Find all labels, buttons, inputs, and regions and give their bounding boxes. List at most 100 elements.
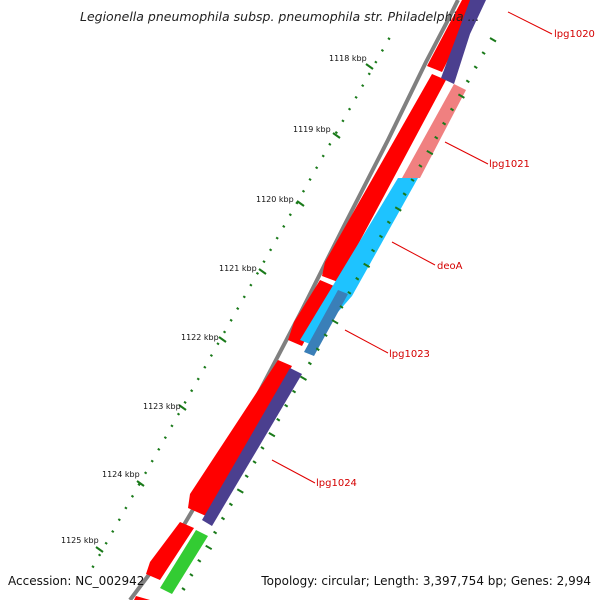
cds-feature[interactable] bbox=[322, 74, 446, 282]
gene-feature-lpg1020[interactable] bbox=[441, 0, 486, 84]
gene-label-lpg1021[interactable]: lpg1021 bbox=[489, 159, 530, 170]
outer-tick bbox=[260, 446, 265, 450]
ruler-dot bbox=[176, 412, 181, 416]
ruler-dot bbox=[354, 95, 358, 99]
scale-tick-label: 1122 kbp bbox=[181, 333, 219, 342]
ruler-dot bbox=[144, 471, 148, 475]
outer-tick bbox=[307, 361, 312, 366]
ruler-dot bbox=[163, 436, 167, 440]
outer-tick bbox=[465, 79, 470, 84]
scale-tick-label: 1119 kbp bbox=[293, 125, 331, 134]
gene-feature-lpg1021[interactable] bbox=[402, 84, 466, 178]
ruler-dot bbox=[104, 541, 108, 545]
outer-tick bbox=[299, 375, 307, 381]
ruler-dot bbox=[374, 60, 378, 64]
scale-tick-label: 1120 kbp bbox=[256, 195, 294, 204]
ruler-dot bbox=[124, 506, 128, 510]
outer-tick bbox=[449, 107, 455, 112]
outer-tick bbox=[197, 558, 202, 563]
ruler-dot bbox=[341, 119, 345, 123]
ruler-dot bbox=[295, 201, 299, 205]
scale-ticks: 1118 kbp 1119 kbp 1120 kbp 1121 kbp 1122… bbox=[61, 54, 374, 553]
cds-feature[interactable] bbox=[146, 522, 194, 580]
outer-tick bbox=[315, 347, 320, 352]
scale-tick-label: 1125 kbp bbox=[61, 536, 99, 545]
scale-tick-label: 1121 kbp bbox=[219, 264, 257, 273]
ruler-dot bbox=[301, 189, 306, 193]
ruler-dot bbox=[315, 166, 319, 170]
gene-labels: lpg1020 lpg1021 deoA lpg1023 lpg1024 bbox=[316, 29, 595, 489]
ruler-dot bbox=[387, 37, 391, 41]
ruler-dot bbox=[255, 271, 260, 275]
scale-ruler bbox=[91, 37, 391, 569]
ruler-dot bbox=[203, 365, 207, 369]
scale-tick-mark bbox=[218, 336, 227, 343]
outer-tick bbox=[220, 516, 226, 521]
ruler-dot bbox=[157, 447, 161, 451]
outer-tick bbox=[457, 93, 465, 99]
scale-tick-label: 1124 kbp bbox=[102, 470, 140, 479]
gene-label-lines bbox=[271, 11, 553, 484]
outer-tick bbox=[228, 502, 233, 507]
label-leader-line bbox=[344, 329, 389, 354]
cds-feature[interactable] bbox=[288, 280, 334, 346]
scale-tick-label: 1123 kbp bbox=[143, 402, 181, 411]
ruler-dot bbox=[328, 142, 332, 146]
ruler-dot bbox=[98, 553, 102, 557]
ruler-dot bbox=[380, 48, 384, 52]
outer-tick bbox=[347, 291, 352, 295]
outer-tick bbox=[473, 65, 478, 70]
ruler-dot bbox=[242, 295, 246, 299]
outer-tick bbox=[355, 276, 360, 281]
outer-tick bbox=[276, 417, 281, 422]
ruler-dot bbox=[367, 72, 371, 76]
outer-tick bbox=[481, 51, 486, 55]
ruler-dot bbox=[111, 529, 115, 534]
reverse-strand bbox=[160, 0, 486, 594]
gene-label-deoA[interactable]: deoA bbox=[437, 261, 463, 272]
gene-feature-other[interactable] bbox=[160, 530, 208, 594]
ruler-dot bbox=[170, 424, 174, 428]
ruler-dot bbox=[308, 177, 312, 182]
gene-feature-lpg1024[interactable] bbox=[202, 368, 302, 526]
genome-stats: Topology: circular; Length: 3,397,754 bp… bbox=[261, 574, 591, 588]
cds-feature[interactable] bbox=[134, 596, 150, 600]
gene-feature-deoA[interactable] bbox=[300, 178, 418, 344]
ruler-dot bbox=[183, 400, 187, 404]
scale-tick-mark bbox=[95, 546, 104, 553]
outer-tick bbox=[434, 135, 439, 140]
scale-tick-mark bbox=[136, 480, 145, 487]
outer-tick bbox=[410, 178, 415, 182]
outer-tick bbox=[386, 220, 391, 225]
outer-tick bbox=[284, 403, 289, 408]
ruler-dot bbox=[130, 494, 135, 498]
outer-tick bbox=[189, 573, 194, 577]
label-leader-line bbox=[507, 11, 553, 35]
ruler-dot bbox=[269, 248, 273, 252]
ruler-dot bbox=[190, 389, 194, 393]
gene-label-lpg1020[interactable]: lpg1020 bbox=[554, 29, 595, 40]
ruler-dot bbox=[216, 342, 220, 346]
outer-tick bbox=[363, 262, 371, 269]
outer-tick bbox=[181, 587, 186, 591]
ruler-dot bbox=[249, 283, 253, 287]
outer-tick bbox=[418, 164, 423, 168]
gene-feature-lpg1023[interactable] bbox=[304, 290, 348, 356]
ruler-dot bbox=[334, 131, 338, 135]
outer-tick bbox=[370, 248, 376, 253]
outer-tick bbox=[426, 149, 434, 156]
scale-tick-mark bbox=[178, 404, 187, 411]
gene-label-lpg1023[interactable]: lpg1023 bbox=[389, 349, 430, 360]
genome-backbone bbox=[128, 0, 460, 600]
ruler-dot bbox=[288, 213, 292, 217]
outer-tick bbox=[331, 319, 339, 325]
ruler-dot bbox=[262, 260, 266, 264]
ruler-dot bbox=[275, 236, 279, 240]
gene-label-lpg1024[interactable]: lpg1024 bbox=[316, 478, 357, 489]
ruler-dot bbox=[236, 307, 240, 311]
ruler-dot bbox=[361, 84, 365, 88]
cds-feature[interactable] bbox=[188, 360, 292, 516]
label-leader-line bbox=[444, 141, 489, 165]
outer-tick bbox=[236, 488, 244, 494]
